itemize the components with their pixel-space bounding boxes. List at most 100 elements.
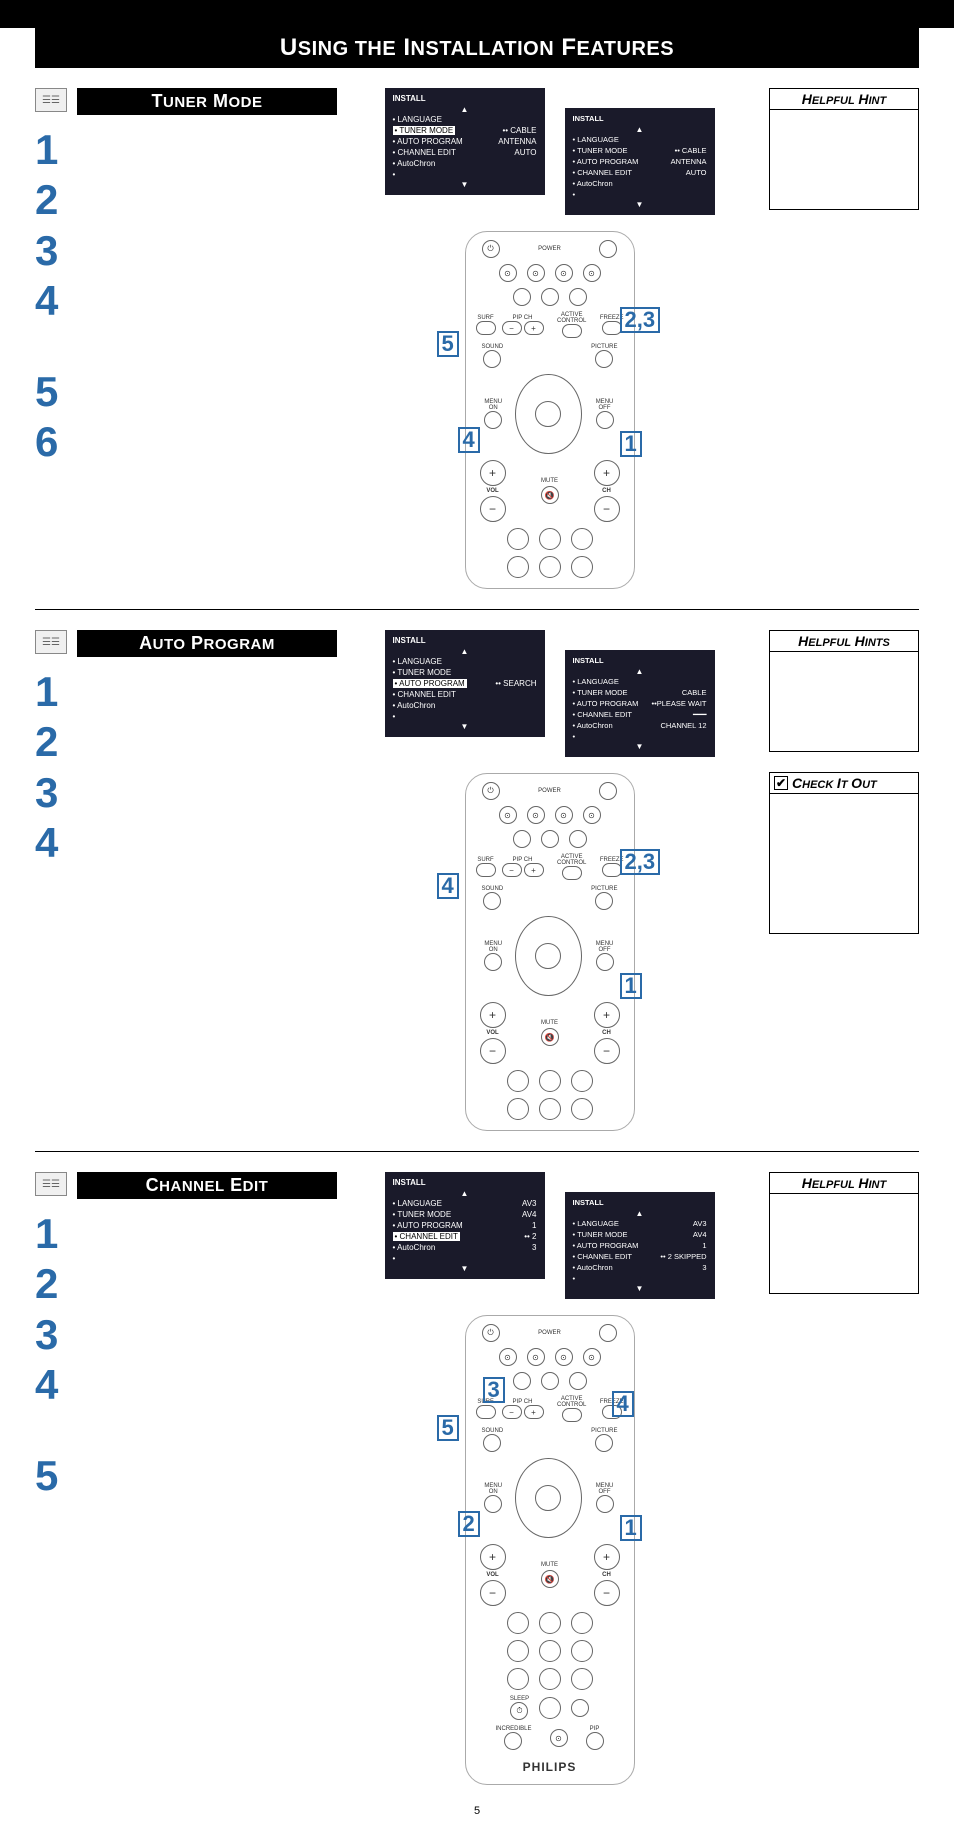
menu-on-button[interactable] [484,953,502,971]
menu-on-button[interactable] [484,411,502,429]
mode-tv-button[interactable]: ⊙ [499,806,517,824]
menu-off-button[interactable] [596,411,614,429]
mute-button[interactable]: 🔇 [541,486,559,504]
picture-button[interactable] [595,1434,613,1452]
nav-ok[interactable] [535,1485,561,1511]
num-0[interactable] [539,1697,561,1719]
ch-down[interactable]: − [594,1038,620,1064]
av-button[interactable] [569,1372,587,1390]
num-5[interactable] [539,556,561,578]
vol-down[interactable]: − [480,496,506,522]
num-1[interactable] [507,1612,529,1634]
num-4[interactable] [507,1640,529,1662]
active-control-button[interactable] [562,1408,582,1422]
num-7[interactable] [507,1668,529,1690]
sap-button[interactable] [541,288,559,306]
num-6[interactable] [571,1640,593,1662]
incredible-button[interactable] [504,1732,522,1750]
num-3[interactable] [571,528,593,550]
mode-vcr-button[interactable]: ⊙ [527,806,545,824]
pip-button[interactable] [586,1732,604,1750]
mode-acc-button[interactable]: ⊙ [555,1348,573,1366]
mode-vcr-button[interactable]: ⊙ [527,1348,545,1366]
sound-button[interactable] [483,1434,501,1452]
cc-button[interactable] [513,830,531,848]
active-control-button[interactable] [562,324,582,338]
ach-button[interactable] [571,1699,589,1717]
mode-sat-button[interactable]: ⊙ [583,806,601,824]
mode-tv-button[interactable]: ⊙ [499,1348,517,1366]
num-4[interactable] [507,1098,529,1120]
mode-acc-button[interactable]: ⊙ [555,806,573,824]
mute-button[interactable]: 🔇 [541,1028,559,1046]
light-button[interactable] [599,240,617,258]
power-button[interactable]: ⏻ [482,1324,500,1342]
nav-ring[interactable] [515,374,582,454]
num-8[interactable] [539,1668,561,1690]
av-button[interactable] [569,288,587,306]
power-button[interactable]: ⏻ [482,240,500,258]
num-2[interactable] [539,528,561,550]
step-number: 3 [35,1310,330,1360]
surf-button[interactable] [476,1405,496,1419]
nav-ok[interactable] [535,943,561,969]
num-5[interactable] [539,1640,561,1662]
num-6[interactable] [571,1098,593,1120]
pipch-minus[interactable]: − [502,321,522,335]
num-2[interactable] [539,1070,561,1092]
mode-sat-button[interactable]: ⊙ [583,1348,601,1366]
num-9[interactable] [571,1668,593,1690]
vol-down[interactable]: − [480,1580,506,1606]
active-control-button[interactable] [562,866,582,880]
num-6[interactable] [571,556,593,578]
sleep-button[interactable]: ⏱ [510,1702,528,1720]
num-4[interactable] [507,556,529,578]
vol-down[interactable]: − [480,1038,506,1064]
sound-button[interactable] [483,350,501,368]
pipch-minus[interactable]: − [502,863,522,877]
menu-off-button[interactable] [596,953,614,971]
vol-up[interactable]: + [480,1002,506,1028]
num-3[interactable] [571,1612,593,1634]
num-2[interactable] [539,1612,561,1634]
surf-button[interactable] [476,863,496,877]
light-button[interactable] [599,1324,617,1342]
picture-button[interactable] [595,350,613,368]
menu-on-button[interactable] [484,1495,502,1513]
pipch-plus[interactable]: + [524,863,544,877]
sound-button[interactable] [483,892,501,910]
ch-down[interactable]: − [594,496,620,522]
picture-button[interactable] [595,892,613,910]
sap-button[interactable] [541,830,559,848]
pipch-minus[interactable]: − [502,1405,522,1419]
light-button[interactable] [599,782,617,800]
mode-vcr-button[interactable]: ⊙ [527,264,545,282]
cc-button[interactable] [513,1372,531,1390]
av-button[interactable] [569,830,587,848]
num-1[interactable] [507,1070,529,1092]
num-5[interactable] [539,1098,561,1120]
ch-up[interactable]: + [594,1002,620,1028]
nav-ring[interactable] [515,916,582,996]
ch-up[interactable]: + [594,1544,620,1570]
mode-acc-button[interactable]: ⊙ [555,264,573,282]
num-3[interactable] [571,1070,593,1092]
ch-down[interactable]: − [594,1580,620,1606]
center-button[interactable]: ⊙ [550,1729,568,1747]
sap-button[interactable] [541,1372,559,1390]
mode-sat-button[interactable]: ⊙ [583,264,601,282]
mute-button[interactable]: 🔇 [541,1570,559,1588]
pipch-plus[interactable]: + [524,321,544,335]
power-button[interactable]: ⏻ [482,782,500,800]
num-1[interactable] [507,528,529,550]
pipch-plus[interactable]: + [524,1405,544,1419]
surf-button[interactable] [476,321,496,335]
nav-ok[interactable] [535,401,561,427]
menu-off-button[interactable] [596,1495,614,1513]
ch-up[interactable]: + [594,460,620,486]
nav-ring[interactable] [515,1458,582,1538]
mode-tv-button[interactable]: ⊙ [499,264,517,282]
vol-up[interactable]: + [480,1544,506,1570]
cc-button[interactable] [513,288,531,306]
vol-up[interactable]: + [480,460,506,486]
